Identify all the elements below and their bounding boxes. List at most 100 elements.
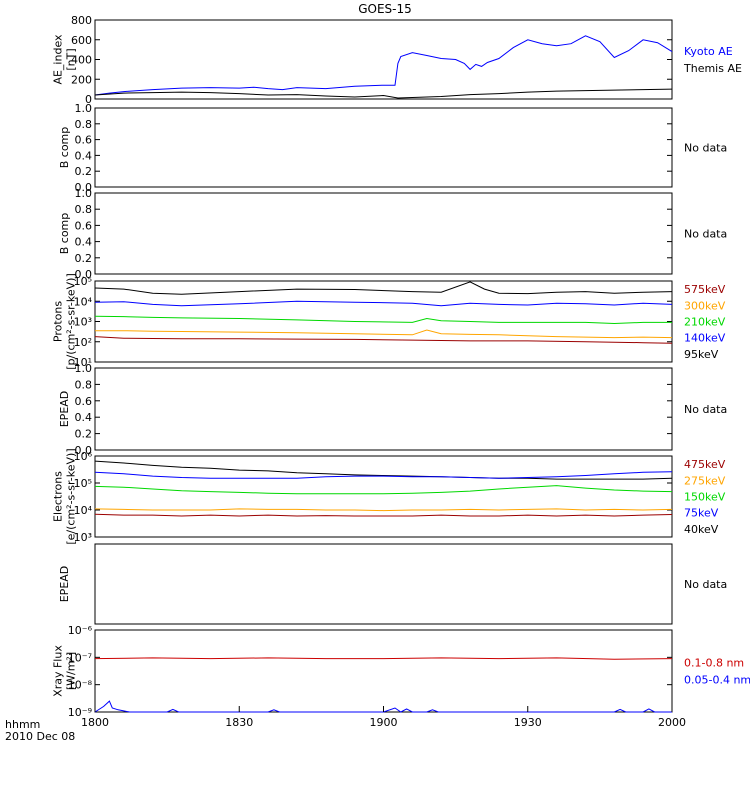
y-tick-label: 0.8 <box>75 203 93 216</box>
legend-entry: 275keV <box>684 474 726 487</box>
panel-frame <box>94 19 673 100</box>
legend-entry: No data <box>684 578 727 591</box>
y-axis-label: [W/m²] <box>65 652 78 690</box>
y-tick-label: 1.0 <box>75 187 93 200</box>
y-tick-label: 10⁴ <box>74 295 93 308</box>
y-tick-label: 10¹ <box>74 356 92 369</box>
series-line-Themis-AE <box>94 88 673 99</box>
y-tick-label: 0.6 <box>75 134 93 147</box>
legend-entry: 150keV <box>684 491 726 504</box>
series-line-Kyoto-AE <box>94 35 673 96</box>
y-tick-label: 10⁵ <box>74 275 92 288</box>
y-tick-label: 10⁴ <box>74 504 93 517</box>
legend-entry: 575keV <box>684 283 726 296</box>
legend-entry: 210keV <box>684 316 726 329</box>
y-tick-label: 400 <box>71 54 92 67</box>
y-tick-label: 0 <box>85 93 92 106</box>
legend-entry: 0.1-0.8 nm <box>684 657 744 670</box>
legend-entry: 140keV <box>684 332 726 345</box>
y-axis-label: EPEAD <box>58 391 71 428</box>
y-tick-label: 0.6 <box>75 219 93 232</box>
y-tick-label: 800 <box>71 14 92 27</box>
series-line-95keV <box>94 281 673 295</box>
panel-6: 10³ 10⁴ 10⁵ 10⁶ Electrons [e/(cm²-s-sr-keV)] 4… <box>52 448 726 544</box>
panel-frame <box>94 107 673 188</box>
x-axis-label-hhmm: hhmm <box>5 718 40 731</box>
panel-2: 0.0 0.2 0.4 0.6 0.8 1.0 B comp No data <box>58 102 727 194</box>
panel-5: 0.0 0.2 0.4 0.6 0.8 1.0 EPEAD No data <box>58 362 727 457</box>
x-tick-label: 2000 <box>658 716 686 729</box>
y-tick-label: 0.4 <box>75 149 93 162</box>
y-tick-label: 10⁵ <box>74 477 92 490</box>
panel-4: 10¹ 10² 10³ 10⁴ 10⁵ Protons [p/(cm²-s-sr-keV)]… <box>52 273 726 370</box>
y-tick-label: 600 <box>71 34 92 47</box>
y-axis-label: [e/(cm²-s-sr-keV)] <box>65 448 78 544</box>
y-tick-label: 0.6 <box>75 395 93 408</box>
legend-entry: Kyoto AE <box>684 45 733 58</box>
series-line-0-1-0-8-nm <box>94 657 673 660</box>
legend-entry: 0.05-0.4 nm <box>684 674 750 687</box>
y-tick-label: 10⁶ <box>74 450 93 463</box>
y-tick-label: 0.0 <box>75 444 93 457</box>
legend-entry: Themis AE <box>683 62 742 75</box>
y-tick-label: 0.0 <box>75 181 93 194</box>
y-tick-label: 0.4 <box>75 411 93 424</box>
panel-frame <box>94 192 673 275</box>
y-tick-label: 0.8 <box>75 118 93 131</box>
x-tick-label: 1800 <box>81 716 109 729</box>
x-tick-label: 1930 <box>514 716 542 729</box>
y-tick-label: 0.2 <box>75 428 93 441</box>
series-line-0-05-0-4-nm <box>94 700 672 713</box>
series-line-475keV <box>94 513 673 517</box>
y-tick-label: 10³ <box>74 531 92 544</box>
legend-entry: No data <box>684 142 727 155</box>
y-axis-label: Protons <box>52 301 65 342</box>
x-tick-label: 1830 <box>225 716 253 729</box>
y-tick-label: 10⁻⁹ <box>68 706 92 719</box>
series-line-300keV <box>95 329 673 339</box>
series-line-75keV <box>94 471 673 479</box>
legend-entry: No data <box>684 403 727 416</box>
y-axis-label: Xray Flux <box>52 645 65 697</box>
series-line-140keV <box>94 300 673 307</box>
panel-frame <box>94 367 673 451</box>
plot-title: GOES-15 <box>358 2 412 16</box>
panel-3: 0.0 0.2 0.4 0.6 0.8 1.0 B comp No data <box>58 187 727 281</box>
legend-entry: 95keV <box>684 348 719 361</box>
panel-frame <box>94 629 673 713</box>
series-line-150keV <box>94 485 673 495</box>
panel-frame <box>94 455 673 538</box>
y-axis-label: EPEAD <box>58 566 71 603</box>
y-tick-label: 200 <box>71 73 92 86</box>
legend-entry: 475keV <box>684 458 726 471</box>
y-axis-label: B comp <box>58 127 71 169</box>
series-line-210keV <box>94 315 672 325</box>
legend-entry: No data <box>684 228 727 241</box>
y-tick-label: 10⁻⁸ <box>68 679 93 692</box>
panel-1: 0 200 400 600 800 AE_index [nT] Kyoto AE Themis … <box>52 14 742 106</box>
series-line-275keV <box>94 508 673 512</box>
y-tick-label: 10⁻⁶ <box>68 624 93 637</box>
legend-entry: 40keV <box>684 523 719 536</box>
y-tick-label: 0.2 <box>75 252 93 265</box>
panel-frame <box>94 543 673 625</box>
y-tick-label: 0.2 <box>75 165 93 178</box>
y-axis-label: B comp <box>58 213 71 255</box>
y-tick-label: 1.0 <box>75 102 93 115</box>
y-tick-label: 10² <box>74 336 92 349</box>
y-axis-label: [nT] <box>65 48 78 70</box>
y-tick-label: 1.0 <box>75 362 93 375</box>
series-line-575keV <box>94 336 673 344</box>
y-axis-label: [p/(cm²-s-sr-keV)] <box>65 273 78 370</box>
y-tick-label: 0.0 <box>75 268 93 281</box>
x-axis-label-date: 2010 Dec 08 <box>5 730 75 743</box>
y-axis-label: AE_index <box>52 34 65 85</box>
legend-entry: 300keV <box>684 299 726 312</box>
y-tick-label: 0.4 <box>75 236 93 249</box>
x-tick-label: 1900 <box>370 716 398 729</box>
series-line-40keV <box>94 460 673 480</box>
y-tick-label: 10³ <box>74 316 92 329</box>
panel-7: EPEAD No data <box>58 543 727 625</box>
